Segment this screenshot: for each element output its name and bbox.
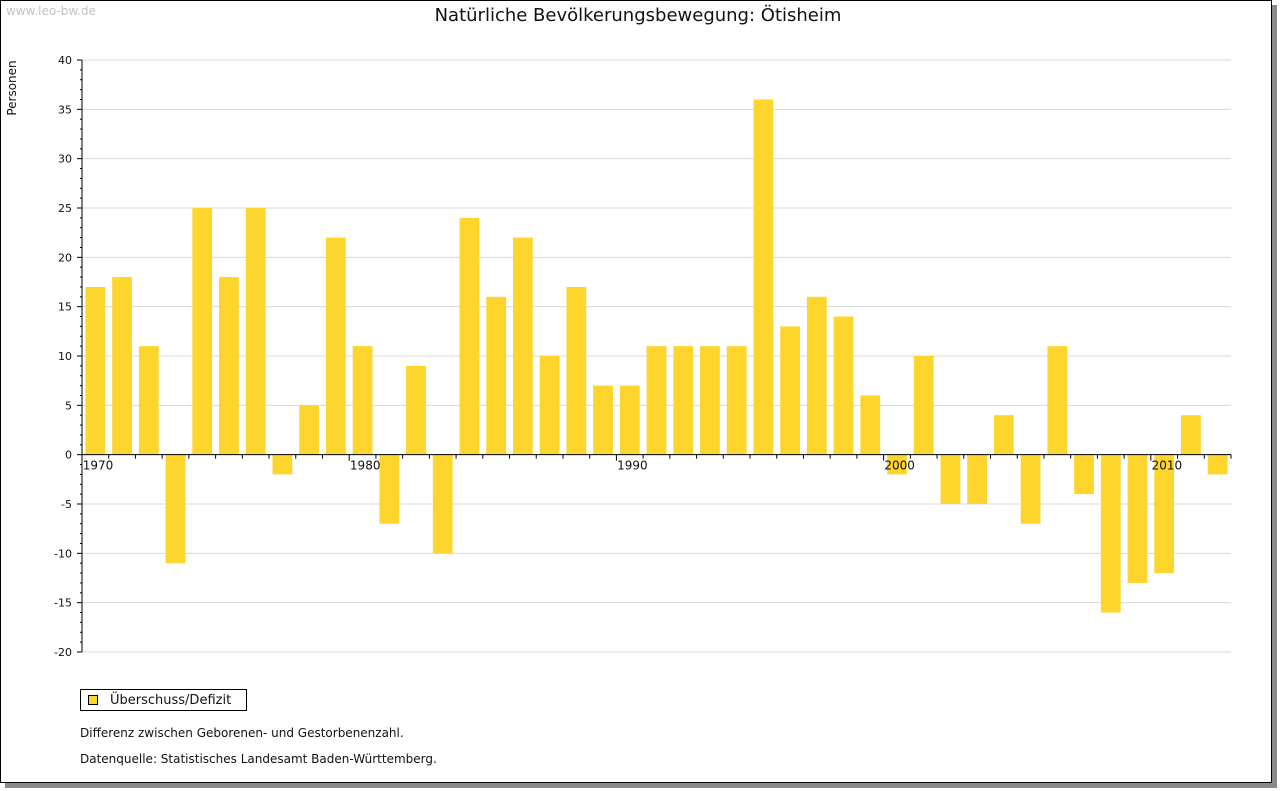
bar-2006 [1047, 346, 1068, 455]
bar-1988 [566, 286, 587, 455]
y-tick-label: 20 [58, 251, 72, 264]
bar-1999 [860, 395, 881, 455]
bar-1987 [539, 356, 560, 455]
y-tick-label: 25 [58, 202, 72, 215]
bar-2011 [1181, 415, 1201, 455]
x-tick-label-2000: 2000 [884, 459, 915, 473]
y-tick-label: -5 [61, 498, 72, 511]
bar-1978 [299, 405, 320, 455]
legend: Überschuss/Defizit [80, 689, 247, 711]
x-tick-labels: 1970 1980 1990 2000 2010 [83, 459, 1182, 473]
bar-1971 [112, 277, 132, 455]
y-tick-label: -10 [54, 547, 72, 560]
bar-1995 [753, 99, 774, 455]
bar-2004 [993, 415, 1014, 455]
bar-1972 [138, 346, 159, 455]
bar-1985 [486, 296, 507, 455]
bar-1977 [272, 454, 293, 475]
bar-1982 [406, 365, 426, 455]
bar-2010 [1154, 454, 1175, 574]
legend-swatch [88, 695, 98, 705]
axes [77, 59, 1232, 653]
chart-title: Natürliche Bevölkerungsbewegung: Ötishei… [434, 5, 842, 26]
y-tick-label: 10 [58, 350, 72, 363]
bar-1997 [806, 296, 827, 455]
watermark: www.leo-bw.de [6, 4, 96, 18]
x-tick-label-1990: 1990 [617, 459, 648, 473]
bar-1979 [325, 237, 346, 455]
bar-2001 [913, 356, 934, 455]
bar-1980 [352, 346, 373, 455]
bars [85, 99, 1228, 613]
legend-label: Überschuss/Defizit [110, 692, 232, 708]
y-tick-label: 0 [65, 449, 72, 462]
bar-1986 [513, 237, 533, 455]
y-tick-label: 35 [58, 103, 72, 116]
y-tick-label: -20 [54, 646, 72, 659]
bar-2012 [1207, 454, 1228, 475]
bar-1970 [85, 286, 106, 455]
note-difference: Differenz zwischen Geborenen- und Gestor… [80, 726, 404, 740]
bar-1974 [192, 208, 213, 455]
bar-1994 [726, 346, 747, 455]
y-tick-label: 15 [58, 301, 72, 314]
bar-1983 [432, 454, 453, 554]
bar-2009 [1127, 454, 1148, 583]
bar-1981 [379, 454, 400, 524]
bar-2000 [887, 454, 907, 475]
bar-1975 [219, 277, 239, 455]
x-tick-label-1980: 1980 [350, 459, 381, 473]
bar-1992 [673, 346, 694, 455]
bar-1973 [165, 454, 186, 564]
y-tick-label: 40 [58, 54, 72, 67]
bar-1989 [593, 385, 613, 455]
bar-1976 [245, 208, 266, 455]
bar-1991 [646, 346, 667, 455]
bar-2007 [1074, 454, 1094, 495]
note-datasource: Datenquelle: Statistisches Landesamt Bad… [80, 752, 437, 766]
bar-2005 [1020, 454, 1041, 524]
y-tick-label: 5 [65, 399, 72, 412]
y-tick-labels: 40 35 30 25 20 15 10 5 0 -5 -10 -15 -20 [54, 54, 72, 659]
bar-1996 [780, 326, 800, 455]
y-tick-label: 30 [58, 153, 72, 166]
bar-2003 [967, 454, 988, 504]
bar-1984 [459, 217, 480, 455]
bar-2008 [1100, 454, 1121, 613]
y-tick-label: -15 [54, 597, 72, 610]
bar-1998 [833, 316, 854, 455]
x-tick-label-1970: 1970 [83, 459, 114, 473]
bar-1990 [619, 385, 640, 455]
bar-chart: 40 35 30 25 20 15 10 5 0 -5 -10 -15 -20 1970 1980 1990… [54, 54, 1232, 659]
x-tick-label-2010: 2010 [1152, 459, 1183, 473]
bar-2002 [940, 454, 961, 504]
bar-1993 [700, 346, 720, 455]
